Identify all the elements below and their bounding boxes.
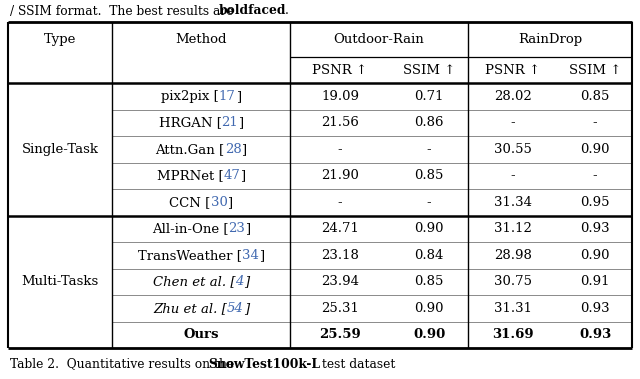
Text: Type: Type <box>44 33 76 46</box>
Text: / SSIM format.  The best results are: / SSIM format. The best results are <box>10 5 237 17</box>
Text: Table 2.  Quantitative results on the: Table 2. Quantitative results on the <box>10 357 238 371</box>
Text: 19.09: 19.09 <box>321 90 359 103</box>
Text: 0.90: 0.90 <box>580 249 610 262</box>
Text: 25.59: 25.59 <box>319 328 361 341</box>
Text: pix2pix [: pix2pix [ <box>161 90 219 103</box>
Text: -: - <box>511 169 515 182</box>
Text: 0.93: 0.93 <box>580 222 610 235</box>
Text: 31.31: 31.31 <box>494 302 532 315</box>
Text: Ours: Ours <box>183 328 219 341</box>
Text: 23.94: 23.94 <box>321 275 359 288</box>
Text: 21.90: 21.90 <box>321 169 359 182</box>
Text: ]: ] <box>244 302 249 315</box>
Text: 0.85: 0.85 <box>580 90 610 103</box>
Text: 0.90: 0.90 <box>414 302 444 315</box>
Text: 21: 21 <box>221 116 238 129</box>
Text: 0.71: 0.71 <box>414 90 444 103</box>
Text: 0.85: 0.85 <box>414 275 444 288</box>
Text: 0.90: 0.90 <box>414 222 444 235</box>
Text: -: - <box>338 196 342 209</box>
Text: 47: 47 <box>223 169 240 182</box>
Text: 0.85: 0.85 <box>414 169 444 182</box>
Text: -: - <box>511 116 515 129</box>
Text: 28.98: 28.98 <box>494 249 532 262</box>
Text: ]: ] <box>241 143 246 156</box>
Text: 31.34: 31.34 <box>494 196 532 209</box>
Text: 24.71: 24.71 <box>321 222 359 235</box>
Text: HRGAN [: HRGAN [ <box>159 116 221 129</box>
Text: 31.69: 31.69 <box>492 328 534 341</box>
Text: 0.86: 0.86 <box>414 116 444 129</box>
Text: 30.75: 30.75 <box>494 275 532 288</box>
Text: PSNR ↑: PSNR ↑ <box>485 64 541 77</box>
Text: .: . <box>285 5 289 17</box>
Text: -: - <box>593 116 597 129</box>
Text: CCN [: CCN [ <box>170 196 211 209</box>
Text: ]: ] <box>240 169 245 182</box>
Text: -: - <box>593 169 597 182</box>
Text: 23.18: 23.18 <box>321 249 359 262</box>
Text: All-in-One [: All-in-One [ <box>152 222 228 235</box>
Text: Chen et al. [: Chen et al. [ <box>153 275 236 288</box>
Text: boldfaced: boldfaced <box>219 5 287 17</box>
Text: 0.93: 0.93 <box>579 328 611 341</box>
Text: Attn.Gan [: Attn.Gan [ <box>156 143 225 156</box>
Text: 25.31: 25.31 <box>321 302 359 315</box>
Text: Outdoor-Rain: Outdoor-Rain <box>333 33 424 46</box>
Text: test dataset: test dataset <box>318 357 396 371</box>
Text: 0.90: 0.90 <box>413 328 445 341</box>
Text: ]: ] <box>259 249 264 262</box>
Text: 54: 54 <box>227 302 244 315</box>
Text: ]: ] <box>227 196 232 209</box>
Text: Single-Task: Single-Task <box>22 143 99 156</box>
Text: SSIM ↑: SSIM ↑ <box>569 64 621 77</box>
Text: 0.95: 0.95 <box>580 196 610 209</box>
Text: 28: 28 <box>225 143 241 156</box>
Text: -: - <box>338 143 342 156</box>
Text: ]: ] <box>244 275 249 288</box>
Text: 0.93: 0.93 <box>580 302 610 315</box>
Text: TransWeather [: TransWeather [ <box>138 249 242 262</box>
Text: -: - <box>427 143 431 156</box>
Text: Multi-Tasks: Multi-Tasks <box>21 275 99 288</box>
Text: -: - <box>427 196 431 209</box>
Text: 30: 30 <box>211 196 227 209</box>
Text: 0.90: 0.90 <box>580 143 610 156</box>
Text: 28.02: 28.02 <box>494 90 532 103</box>
Text: 34: 34 <box>242 249 259 262</box>
Text: 4: 4 <box>236 275 244 288</box>
Text: Zhu et al. [: Zhu et al. [ <box>153 302 227 315</box>
Text: ]: ] <box>236 90 241 103</box>
Text: SnowTest100k-L: SnowTest100k-L <box>208 357 320 371</box>
Text: 30.55: 30.55 <box>494 143 532 156</box>
Text: ]: ] <box>238 116 243 129</box>
Text: 31.12: 31.12 <box>494 222 532 235</box>
Text: 21.56: 21.56 <box>321 116 359 129</box>
Text: Method: Method <box>175 33 227 46</box>
Text: 0.91: 0.91 <box>580 275 610 288</box>
Text: SSIM ↑: SSIM ↑ <box>403 64 455 77</box>
Text: 23: 23 <box>228 222 245 235</box>
Text: ]: ] <box>245 222 250 235</box>
Text: PSNR ↑: PSNR ↑ <box>312 64 367 77</box>
Text: 0.84: 0.84 <box>414 249 444 262</box>
Text: MPRNet [: MPRNet [ <box>157 169 223 182</box>
Text: RainDrop: RainDrop <box>518 33 582 46</box>
Text: 17: 17 <box>219 90 236 103</box>
